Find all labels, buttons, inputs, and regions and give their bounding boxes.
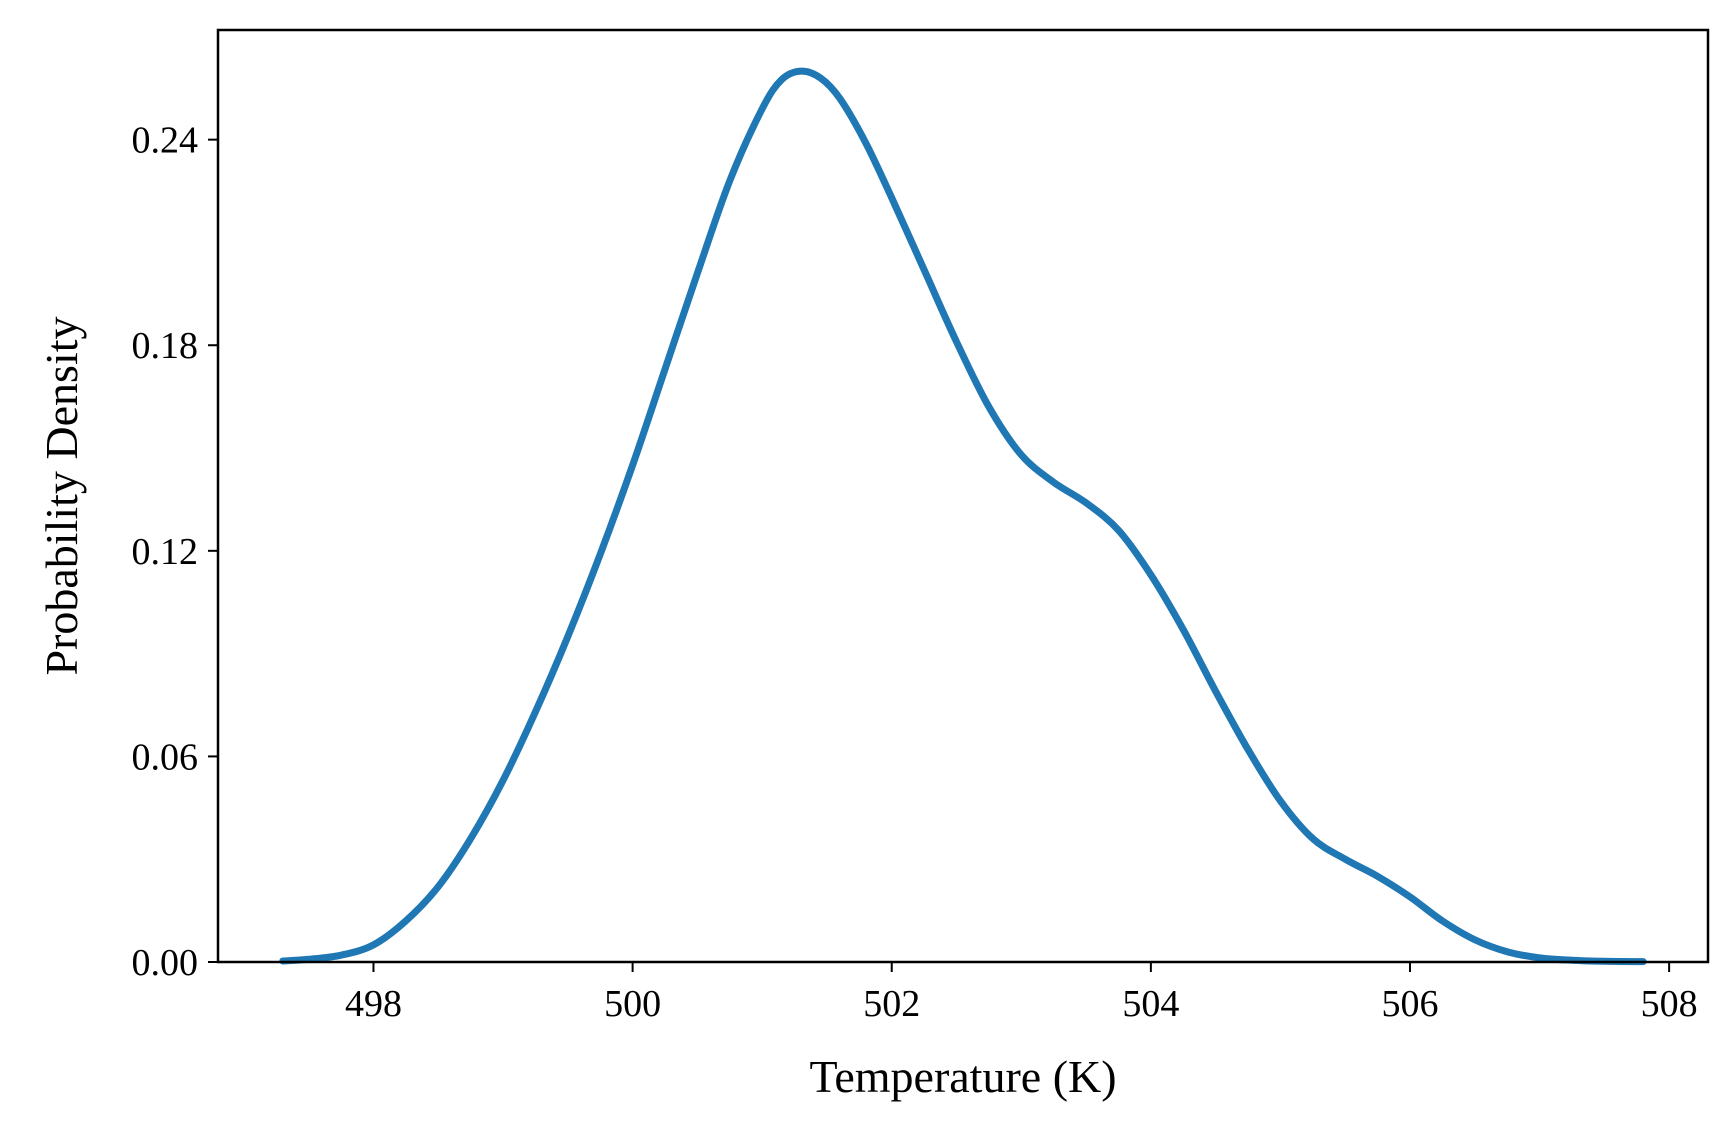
y-tick-label: 0.06	[132, 736, 199, 778]
y-tick-label: 0.24	[132, 120, 199, 162]
x-tick-label: 508	[1641, 983, 1698, 1025]
x-tick-label: 500	[604, 983, 661, 1025]
x-tick-label: 506	[1382, 983, 1439, 1025]
y-tick-label: 0.18	[132, 325, 199, 367]
y-tick-label: 0.00	[132, 942, 199, 984]
x-tick-label: 502	[863, 983, 920, 1025]
x-axis-title: Temperature (K)	[809, 1051, 1116, 1102]
y-tick-label: 0.12	[132, 531, 199, 573]
x-tick-label: 498	[345, 983, 402, 1025]
x-axis-ticks: 498 500 502 504 506 508	[345, 962, 1698, 1025]
plot-area-frame	[216, 28, 1710, 964]
y-axis-ticks: 0.00 0.06 0.12 0.18 0.24	[132, 120, 218, 984]
density-curve	[279, 67, 1647, 966]
y-axis-title: Probability Density	[36, 316, 87, 675]
x-tick-label: 504	[1122, 983, 1179, 1025]
